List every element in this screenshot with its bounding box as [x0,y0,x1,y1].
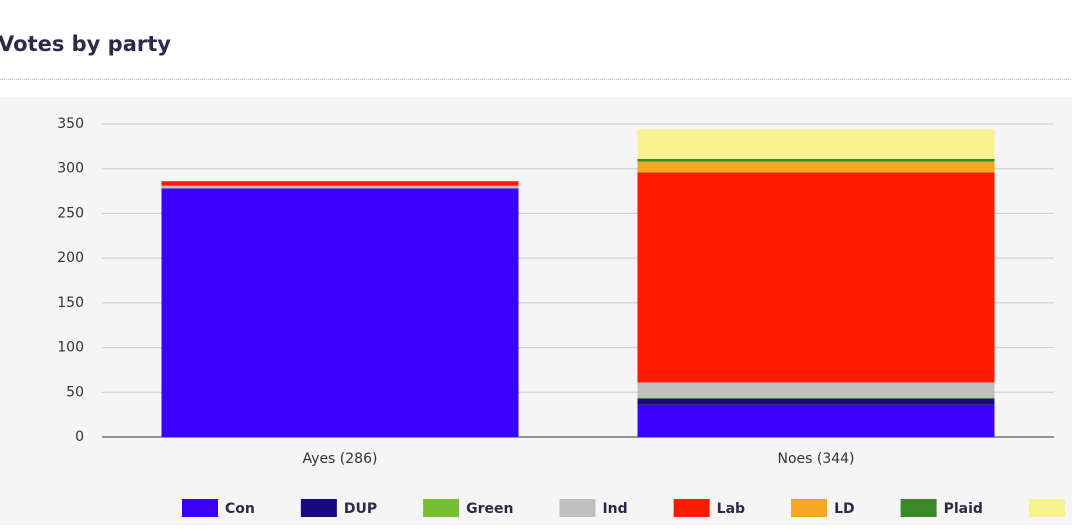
y-tick-label: 350 [57,116,84,132]
x-tick-label: Noes (344) [777,451,854,467]
bar-segment [638,405,995,437]
y-tick-label: 50 [66,384,84,400]
legend-label: LD [834,501,855,517]
bar-segment [638,382,995,397]
bar-segment [162,188,519,437]
legend-swatch [423,499,459,517]
legend-swatch [791,499,827,517]
legend-label: DUP [344,501,377,517]
chart-title: Votes by party [0,32,171,56]
bar-segment [638,172,995,382]
legend-swatch [559,499,595,517]
legend-swatch [674,499,710,517]
bar-segment [638,398,995,399]
legend-swatch [901,499,937,517]
legend-label: Ind [602,501,627,517]
bar-segment [162,181,519,185]
bar-segment [162,186,519,189]
y-tick-label: 100 [57,340,84,356]
bar-segment [638,399,995,405]
y-tick-label: 0 [75,429,84,445]
y-tick-label: 300 [57,161,84,177]
legend-label: Plaid [944,501,983,517]
legend-label: Con [225,501,255,517]
bar-segment [638,162,995,173]
y-tick-label: 150 [57,295,84,311]
bar-segment [638,159,995,162]
y-tick-label: 250 [57,205,84,221]
legend-swatch [1029,499,1065,517]
legend-label: Lab [717,501,745,517]
legend-swatch [301,499,337,517]
x-tick-label: Ayes (286) [303,451,378,467]
legend-label: Green [466,501,513,517]
y-tick-label: 200 [57,250,84,266]
legend-swatch [182,499,218,517]
bar-segment [638,129,995,159]
